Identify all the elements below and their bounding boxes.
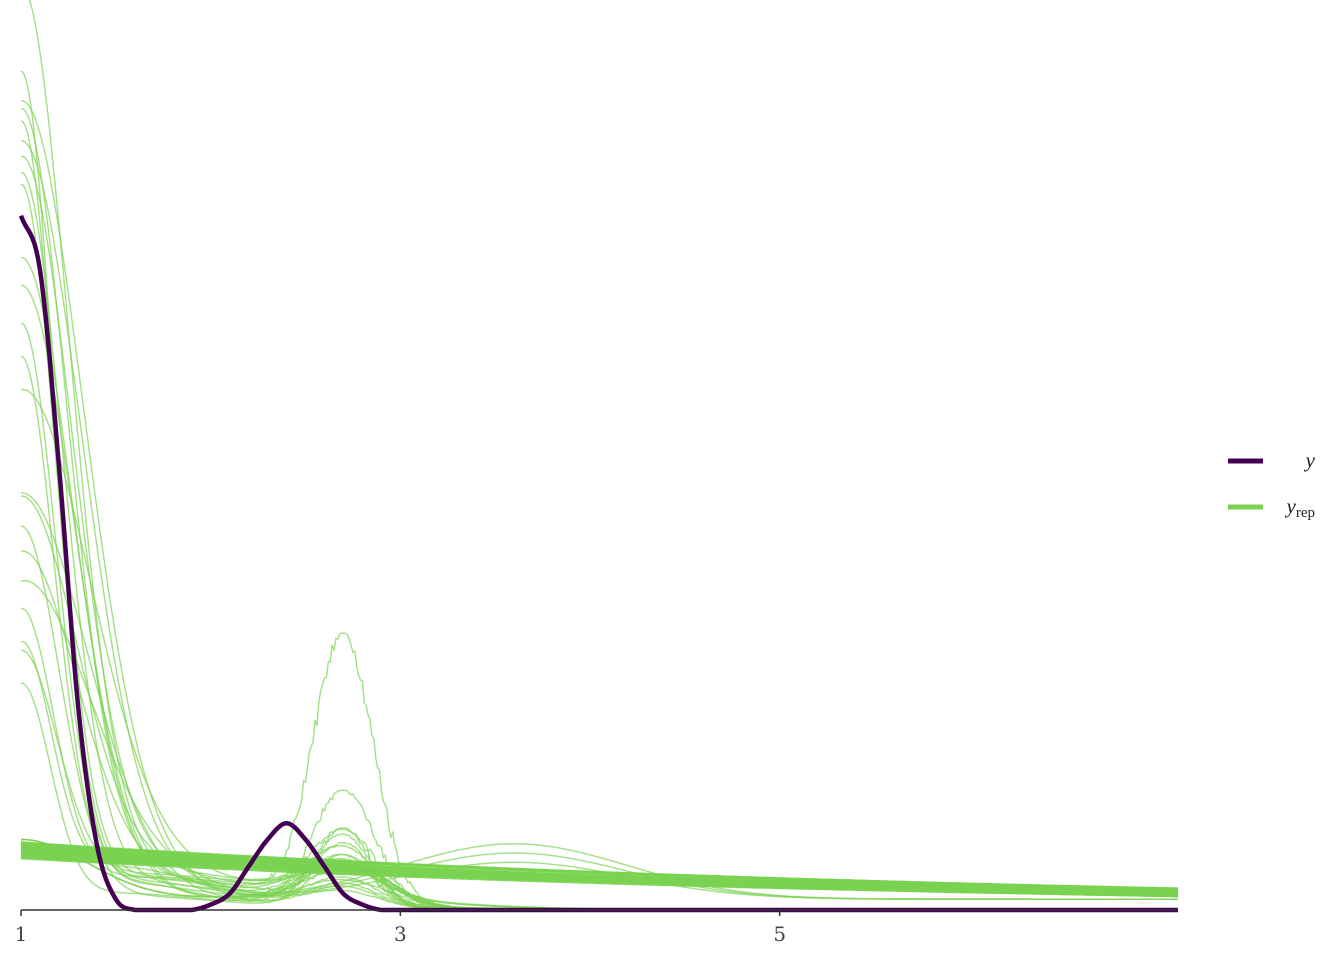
yrep-line-48 — [20, 155, 1178, 911]
yrep-line-57 — [20, 495, 1178, 911]
yrep-line-62 — [20, 640, 1178, 911]
yrep-line-40 — [20, 850, 1179, 893]
yrep-line-56 — [21, 492, 1178, 911]
legend-label-yrep: yrep — [1285, 494, 1315, 521]
y-series-layer — [18, 214, 1179, 913]
yrep-line-44 — [21, 100, 1178, 911]
yrep-line-42 — [28, 0, 1178, 911]
yrep-line-45 — [20, 107, 1178, 911]
x-axis: 1 3 5 — [15, 909, 1178, 946]
yrep-line-55 — [20, 388, 1178, 911]
y-observed-line — [18, 214, 1179, 913]
x-tick-label-2: 5 — [773, 922, 786, 946]
yrep-line-46 — [20, 120, 1178, 911]
yrep-line-47 — [20, 140, 1178, 911]
yrep-line-52 — [20, 284, 1178, 911]
yrep-line-51 — [20, 256, 1178, 911]
x-tick-label-1: 3 — [394, 922, 407, 946]
yrep-line-50 — [20, 183, 1178, 911]
x-tick-label-0: 1 — [15, 922, 28, 946]
yrep-series-layer — [20, 0, 1179, 911]
yrep-line-49 — [20, 171, 1178, 911]
yrep-line-41 — [20, 842, 1179, 890]
yrep-line-67 — [21, 838, 1178, 900]
legend-label-y: y — [1304, 448, 1316, 472]
yrep-line-43 — [20, 70, 1178, 911]
yrep-line-39 — [20, 842, 1178, 897]
legend: y yrep — [1228, 448, 1316, 521]
yrep-line-53 — [20, 322, 1178, 911]
yrep-line-54 — [20, 355, 1178, 911]
